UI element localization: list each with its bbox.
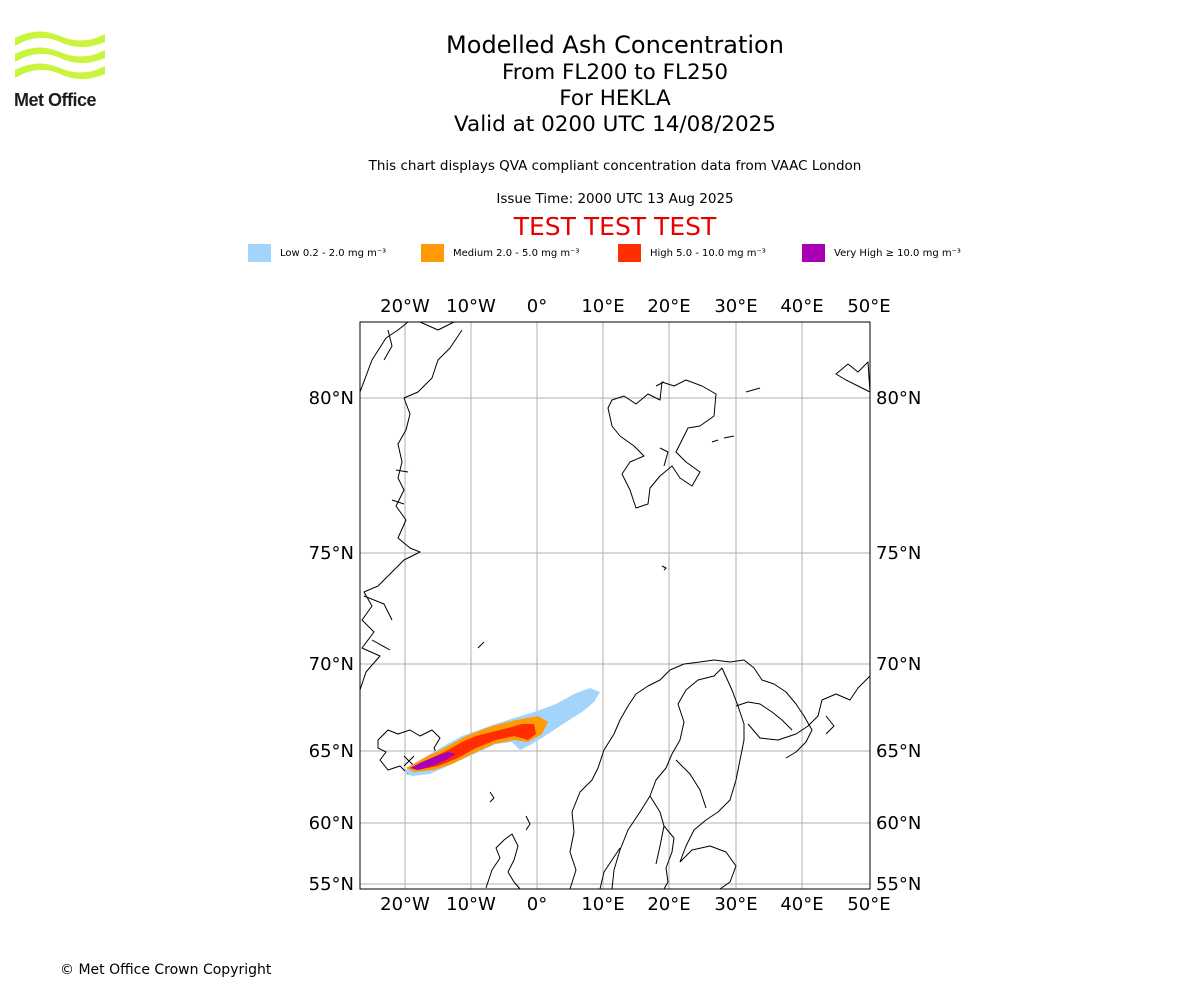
issue-time: Issue Time: 2000 UTC 13 Aug 2025	[496, 191, 734, 207]
lat-label: 70°N	[309, 654, 354, 675]
lon-label: 10°W	[446, 296, 496, 317]
greenland-coast-inlet	[363, 329, 409, 651]
lon-label: 0°	[527, 894, 547, 915]
legend-label-low: Low 0.2 - 2.0 mg m⁻³	[280, 247, 387, 259]
coastlines	[359, 321, 871, 890]
lat-labels-right: 80°N 75°N 70°N 65°N 60°N 55°N	[876, 388, 921, 895]
lat-label: 65°N	[876, 741, 921, 762]
lat-labels-left: 80°N 75°N 70°N 65°N 60°N 55°N	[309, 388, 354, 895]
lat-label: 80°N	[876, 388, 921, 409]
info-line: This chart displays QVA compliant concen…	[368, 158, 862, 174]
lat-label: 70°N	[876, 654, 921, 675]
lat-label: 80°N	[309, 388, 354, 409]
scotland-coast	[485, 833, 521, 890]
lon-label: 20°E	[647, 296, 690, 317]
lon-label: 40°E	[780, 894, 823, 915]
lon-label: 20°W	[380, 296, 430, 317]
svalbard-coast	[607, 379, 717, 509]
iceland-vent-marker	[403, 755, 415, 767]
kola-coast	[747, 675, 871, 741]
legend-swatch-medium	[421, 244, 444, 262]
bear-island	[661, 565, 667, 571]
legend-swatch-low	[248, 244, 271, 262]
norway-coast	[569, 659, 813, 890]
shetland-coast	[525, 815, 531, 831]
legend-item-low: Low 0.2 - 2.0 mg m⁻³	[248, 244, 386, 262]
lon-labels-bottom: 20°W 10°W 0° 10°E 20°E 30°E 40°E 50°E	[380, 894, 890, 915]
valid-time: Valid at 0200 UTC 14/08/2025	[453, 112, 776, 137]
lon-label: 40°E	[780, 296, 823, 317]
map-gridlines	[360, 322, 870, 889]
map-frame	[359, 321, 871, 890]
lon-label: 50°E	[847, 894, 890, 915]
legend-label-medium: Medium 2.0 - 5.0 mg m⁻³	[453, 247, 580, 259]
lat-label: 65°N	[309, 741, 354, 762]
lon-label: 10°W	[446, 894, 496, 915]
franz-josef-coast	[835, 361, 871, 393]
scandinavia-borders	[611, 667, 793, 890]
lon-label: 0°	[527, 296, 547, 317]
lon-label: 20°W	[380, 894, 430, 915]
legend-item-high: High 5.0 - 10.0 mg m⁻³	[618, 244, 766, 262]
lon-label: 10°E	[581, 296, 624, 317]
logo-text: Met Office	[14, 90, 97, 110]
lon-label: 30°E	[714, 296, 757, 317]
flight-level-range: From FL200 to FL250	[501, 60, 729, 85]
legend-label-high: High 5.0 - 10.0 mg m⁻³	[650, 247, 766, 259]
test-banner: TEST TEST TEST	[513, 212, 717, 241]
met-office-wave-logo-icon	[15, 31, 105, 79]
copyright-notice: © Met Office Crown Copyright	[60, 962, 272, 978]
volcano-name: For HEKLA	[559, 86, 671, 111]
lat-label: 75°N	[309, 543, 354, 564]
chart-title: Modelled Ash Concentration	[446, 31, 784, 59]
lat-label: 60°N	[309, 813, 354, 834]
chart-title-block: Modelled Ash Concentration From FL200 to…	[330, 30, 900, 138]
lon-label: 20°E	[647, 894, 690, 915]
svalbard-islands	[655, 381, 761, 467]
faroe-coast	[489, 791, 495, 803]
lon-label: 50°E	[847, 296, 890, 317]
lat-label: 55°N	[309, 874, 354, 895]
lat-label: 75°N	[876, 543, 921, 564]
lon-labels-top: 20°W 10°W 0° 10°E 20°E 30°E 40°E 50°E	[380, 296, 890, 317]
ash-plume	[404, 688, 600, 776]
legend-label-very-high: Very High ≥ 10.0 mg m⁻³	[834, 247, 961, 259]
lon-label: 10°E	[581, 894, 624, 915]
sweden-coast	[599, 825, 737, 890]
legend-item-very-high: Very High ≥ 10.0 mg m⁻³	[802, 244, 961, 262]
legend-item-medium: Medium 2.0 - 5.0 mg m⁻³	[421, 244, 579, 262]
greenland-coast	[359, 321, 463, 691]
plume-very-high	[410, 752, 456, 770]
legend-swatch-high	[618, 244, 641, 262]
lat-label: 55°N	[876, 874, 921, 895]
lon-label: 30°E	[714, 894, 757, 915]
lat-label: 60°N	[876, 813, 921, 834]
legend-swatch-very-high	[802, 244, 825, 262]
met-office-logo: Met Office	[12, 28, 112, 114]
jan-mayen-coast	[477, 641, 485, 649]
